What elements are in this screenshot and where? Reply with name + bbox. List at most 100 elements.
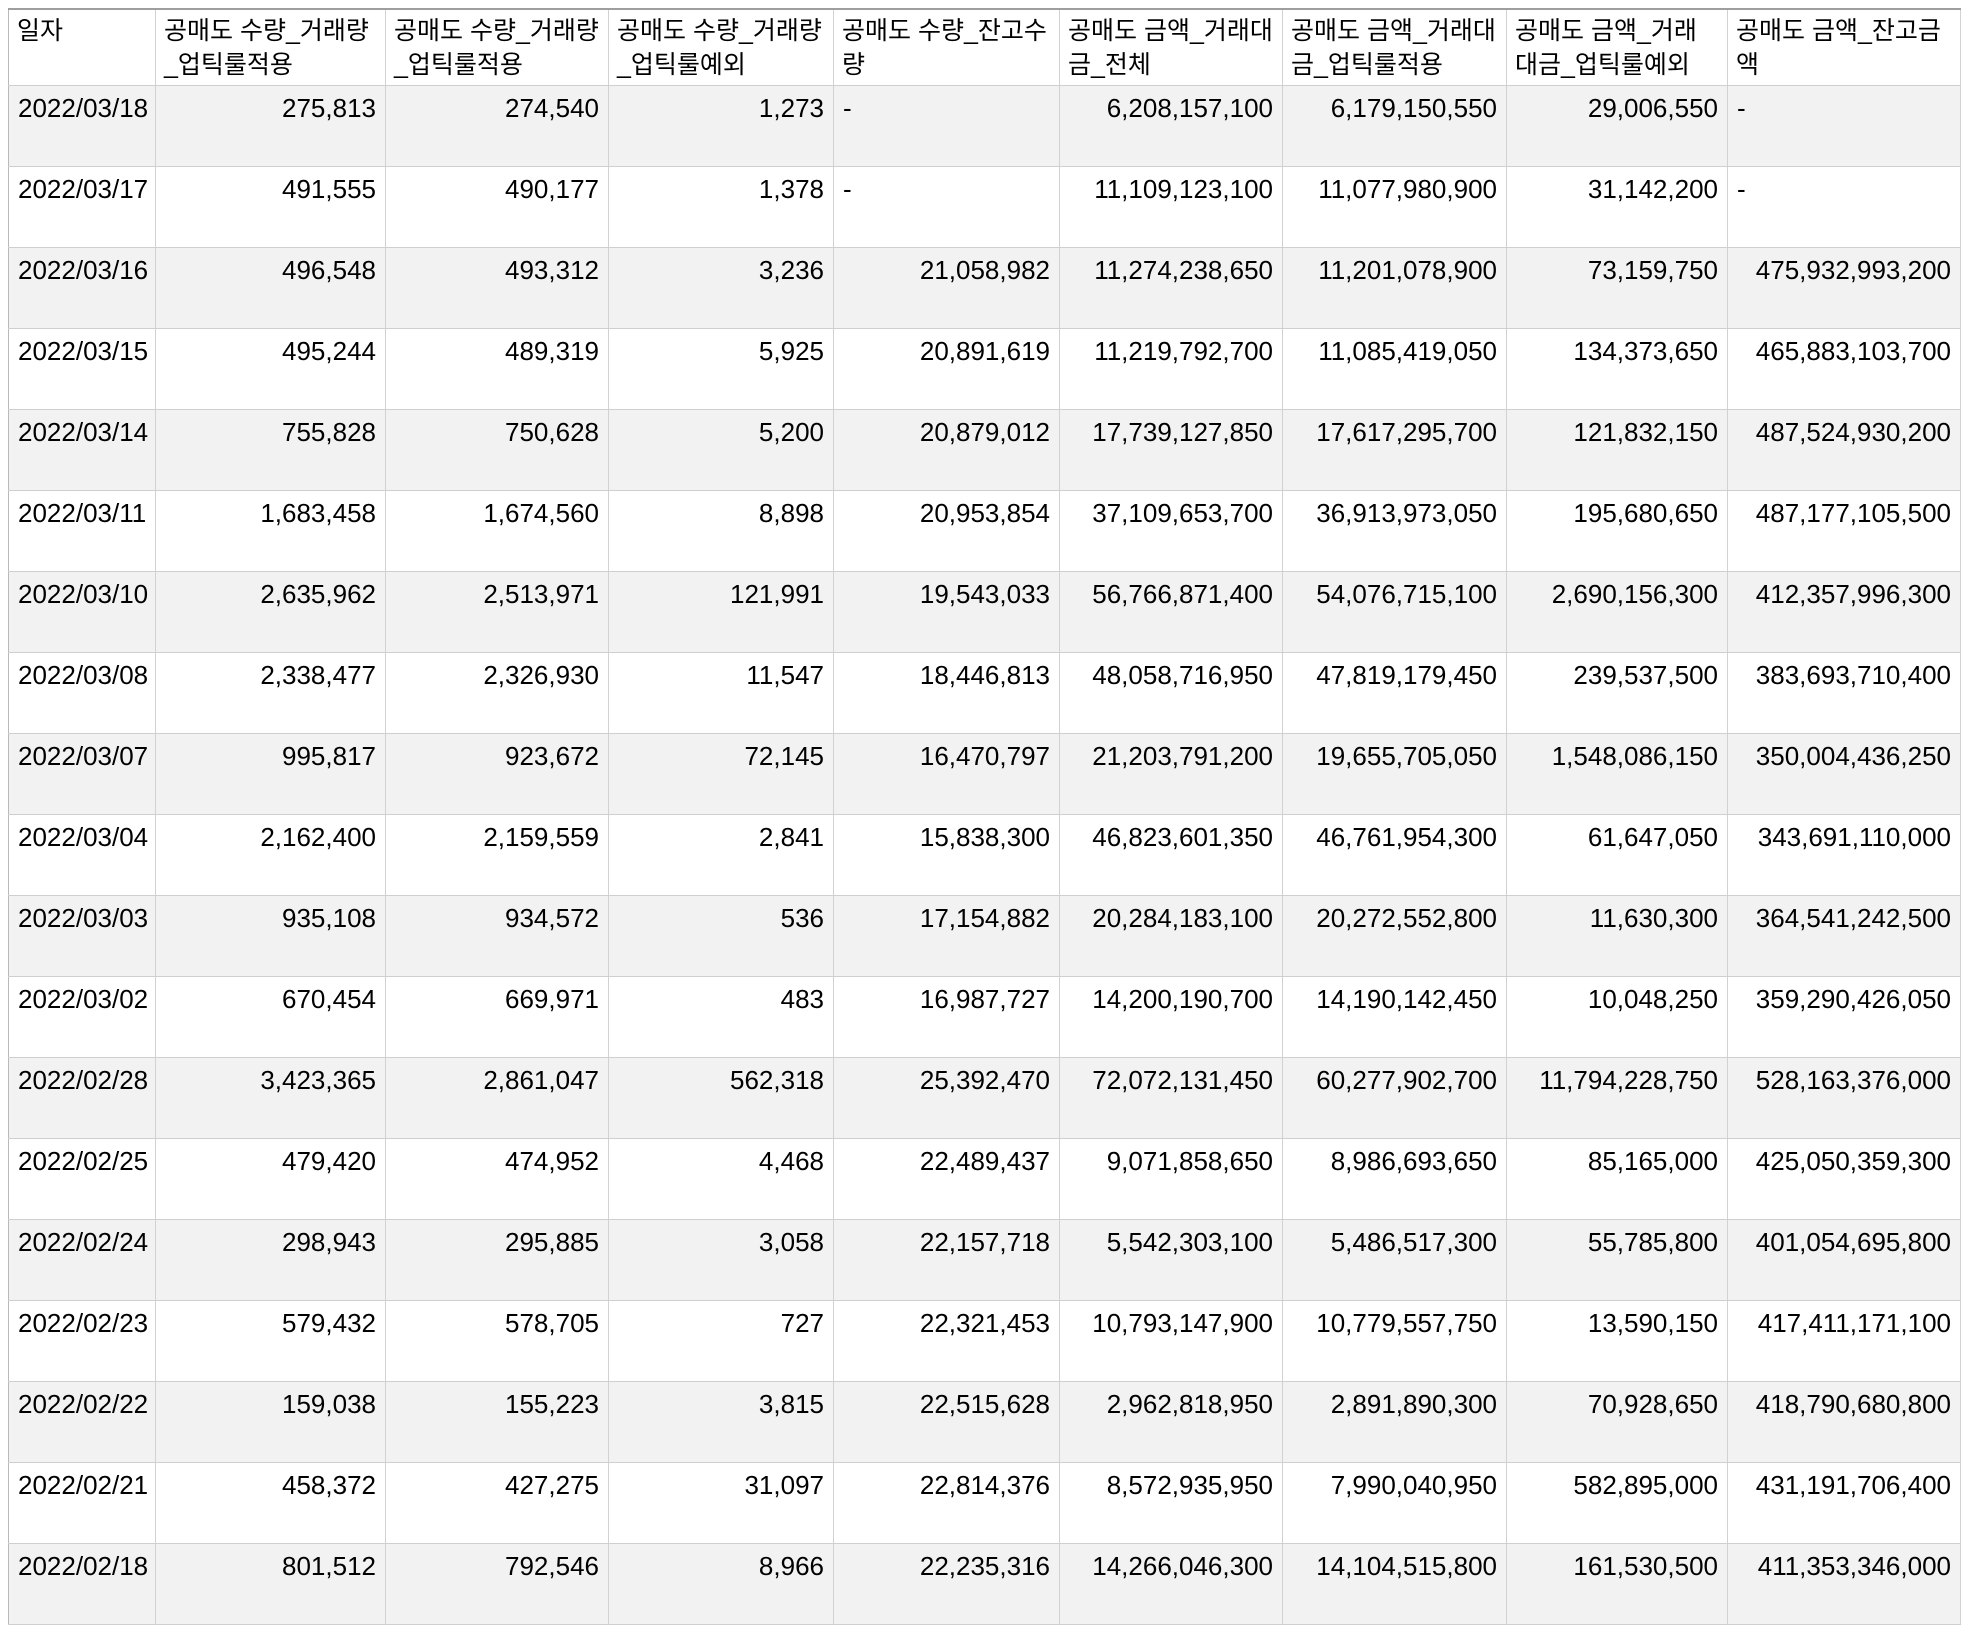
value-cell: 15,838,300	[833, 814, 1060, 896]
table-row: 2022/02/18 801,512 792,546 8,966 22,235,316 1…	[8, 1543, 1961, 1625]
value-cell: 8,572,935,950	[1059, 1462, 1283, 1544]
value-cell: 474,952	[385, 1138, 609, 1220]
table-body: 2022/03/18 275,813 274,540 1,273-6,208,157,…	[8, 85, 1961, 1625]
value-cell: 8,986,693,650	[1282, 1138, 1507, 1220]
column-header-1: 공매도 수량_거래량_업틱룰적용	[155, 9, 386, 86]
column-header-3: 공매도 수량_거래량_업틱룰예외	[608, 9, 834, 86]
value-cell: 22,157,718	[833, 1219, 1060, 1301]
value-cell: 6,208,157,100	[1059, 85, 1283, 167]
value-cell: 5,542,303,100	[1059, 1219, 1283, 1301]
date-cell: 2022/02/18	[8, 1543, 156, 1625]
value-cell: 11,219,792,700	[1059, 328, 1283, 410]
value-cell: 17,617,295,700	[1282, 409, 1507, 491]
value-cell: 56,766,871,400	[1059, 571, 1283, 653]
value-cell: 19,543,033	[833, 571, 1060, 653]
value-cell: 2,635,962	[155, 571, 386, 653]
value-cell: 3,236	[608, 247, 834, 329]
value-cell: 20,891,619	[833, 328, 1060, 410]
date-cell: 2022/03/07	[8, 733, 156, 815]
value-cell: 20,272,552,800	[1282, 895, 1507, 977]
table-row: 2022/02/25 479,420 474,952 4,468 22,489,437 9…	[8, 1138, 1961, 1220]
value-cell: 801,512	[155, 1543, 386, 1625]
date-cell: 2022/03/14	[8, 409, 156, 491]
value-cell: 161,530,500	[1506, 1543, 1728, 1625]
value-cell: 536	[608, 895, 834, 977]
value-cell: 3,058	[608, 1219, 834, 1301]
value-cell: 21,058,982	[833, 247, 1060, 329]
table-row: 2022/03/08 2,338,477 2,326,930 11,547 18,446…	[8, 652, 1961, 734]
value-cell: 934,572	[385, 895, 609, 977]
value-cell: 72,072,131,450	[1059, 1057, 1283, 1139]
value-cell: 483	[608, 976, 834, 1058]
value-cell: 8,966	[608, 1543, 834, 1625]
table-row: 2022/03/10 2,635,962 2,513,971 121,991 19,54…	[8, 571, 1961, 653]
value-cell: 359,290,426,050	[1727, 976, 1961, 1058]
value-cell: 1,548,086,150	[1506, 733, 1728, 815]
date-cell: 2022/03/02	[8, 976, 156, 1058]
date-cell: 2022/02/22	[8, 1381, 156, 1463]
date-cell: 2022/03/03	[8, 895, 156, 977]
value-cell: 1,273	[608, 85, 834, 167]
value-cell: 11,630,300	[1506, 895, 1728, 977]
value-cell: 418,790,680,800	[1727, 1381, 1961, 1463]
value-cell: 417,411,171,100	[1727, 1300, 1961, 1382]
value-cell: 935,108	[155, 895, 386, 977]
value-cell: 5,486,517,300	[1282, 1219, 1507, 1301]
value-cell: 427,275	[385, 1462, 609, 1544]
value-cell: 495,244	[155, 328, 386, 410]
value-cell: 17,154,882	[833, 895, 1060, 977]
value-cell: 46,761,954,300	[1282, 814, 1507, 896]
value-cell: 14,200,190,700	[1059, 976, 1283, 1058]
value-cell: 31,142,200	[1506, 166, 1728, 248]
value-cell: 1,674,560	[385, 490, 609, 572]
value-cell: 2,326,930	[385, 652, 609, 734]
value-cell: 578,705	[385, 1300, 609, 1382]
value-cell: 31,097	[608, 1462, 834, 1544]
value-cell: 6,179,150,550	[1282, 85, 1507, 167]
value-cell: 401,054,695,800	[1727, 1219, 1961, 1301]
date-cell: 2022/02/25	[8, 1138, 156, 1220]
value-cell: 134,373,650	[1506, 328, 1728, 410]
table-row: 2022/03/18 275,813 274,540 1,273-6,208,157,…	[8, 85, 1961, 167]
value-cell: 73,159,750	[1506, 247, 1728, 329]
date-cell: 2022/03/17	[8, 166, 156, 248]
value-cell: 72,145	[608, 733, 834, 815]
value-cell: 343,691,110,000	[1727, 814, 1961, 896]
value-cell: 20,953,854	[833, 490, 1060, 572]
value-cell: 5,200	[608, 409, 834, 491]
value-cell: 25,392,470	[833, 1057, 1060, 1139]
value-cell: 22,515,628	[833, 1381, 1060, 1463]
value-cell: 275,813	[155, 85, 386, 167]
table-row: 2022/02/22 159,038 155,223 3,815 22,515,628 2…	[8, 1381, 1961, 1463]
value-cell: 10,779,557,750	[1282, 1300, 1507, 1382]
value-cell: 8,898	[608, 490, 834, 572]
table-row: 2022/02/28 3,423,365 2,861,047 562,318 25,39…	[8, 1057, 1961, 1139]
value-cell: 14,190,142,450	[1282, 976, 1507, 1058]
date-cell: 2022/02/23	[8, 1300, 156, 1382]
value-cell: 295,885	[385, 1219, 609, 1301]
value-cell: 61,647,050	[1506, 814, 1728, 896]
table-row: 2022/02/24 298,943 295,885 3,058 22,157,718 5…	[8, 1219, 1961, 1301]
value-cell: 582,895,000	[1506, 1462, 1728, 1544]
value-cell: 528,163,376,000	[1727, 1057, 1961, 1139]
value-cell: 121,991	[608, 571, 834, 653]
value-cell: 475,932,993,200	[1727, 247, 1961, 329]
value-cell: 9,071,858,650	[1059, 1138, 1283, 1220]
value-cell: 48,058,716,950	[1059, 652, 1283, 734]
value-cell: 995,817	[155, 733, 386, 815]
value-cell: 22,235,316	[833, 1543, 1060, 1625]
value-cell: 55,785,800	[1506, 1219, 1728, 1301]
table-row: 2022/03/14 755,828 750,628 5,200 20,879,012 1…	[8, 409, 1961, 491]
column-header-8: 공매도 금액_잔고금액	[1727, 9, 1961, 86]
value-cell: 2,690,156,300	[1506, 571, 1728, 653]
value-cell: 36,913,973,050	[1282, 490, 1507, 572]
column-header-2: 공매도 수량_거래량_업틱룰적용	[385, 9, 609, 86]
value-cell: 1,683,458	[155, 490, 386, 572]
value-cell: 14,266,046,300	[1059, 1543, 1283, 1625]
value-cell: 792,546	[385, 1543, 609, 1625]
value-cell: 425,050,359,300	[1727, 1138, 1961, 1220]
value-cell: 458,372	[155, 1462, 386, 1544]
value-cell: 2,338,477	[155, 652, 386, 734]
value-cell: 13,590,150	[1506, 1300, 1728, 1382]
value-cell: 489,319	[385, 328, 609, 410]
